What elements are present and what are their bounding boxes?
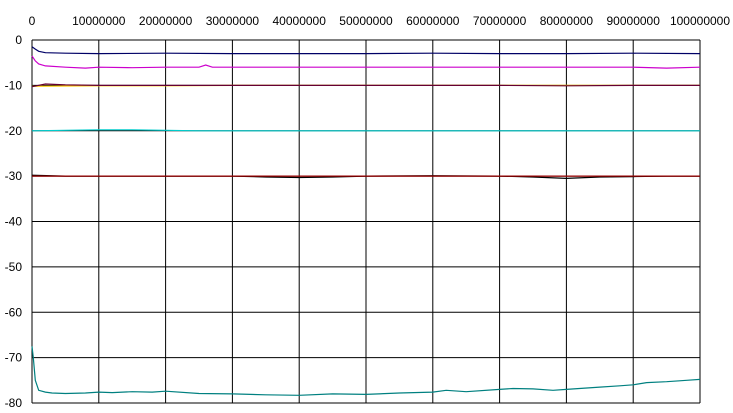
x-tick-label: 40000000 [273, 14, 327, 28]
y-tick-label: -50 [5, 260, 23, 274]
series-line-5 [31, 129, 700, 132]
series-line-2 [31, 55, 701, 69]
y-tick-label: 0 [15, 33, 22, 47]
y-tick-label: -80 [5, 396, 23, 410]
y-axis-tick-labels: 0 -10 -20 -30 -40 -50 -60 -70 -80 [5, 33, 23, 410]
y-tick-label: -60 [5, 305, 23, 319]
y-tick-label: -70 [5, 351, 23, 365]
series-line-1 [31, 46, 701, 55]
x-tick-label: 70000000 [473, 14, 527, 28]
x-tick-label: 50000000 [339, 14, 393, 28]
x-tick-label: 30000000 [206, 14, 260, 28]
series-line-8 [31, 346, 701, 396]
x-tick-label: 80000000 [540, 14, 594, 28]
y-tick-label: -10 [5, 78, 23, 92]
x-tick-label: 100000000 [670, 14, 730, 28]
x-axis-tick-labels: 0 10000000 20000000 30000000 40000000 5000000… [29, 14, 731, 28]
series-lines [31, 46, 701, 396]
x-gridlines [31, 40, 701, 403]
y-tick-label: -40 [5, 215, 23, 229]
x-tick-label: 20000000 [139, 14, 193, 28]
x-tick-label: 0 [29, 14, 36, 28]
series-line-4 [31, 83, 700, 88]
y-tick-label: -30 [5, 169, 23, 183]
x-tick-label: 90000000 [607, 14, 661, 28]
y-tick-label: -20 [5, 124, 23, 138]
x-tick-label: 60000000 [406, 14, 460, 28]
x-tick-label: 10000000 [72, 14, 126, 28]
